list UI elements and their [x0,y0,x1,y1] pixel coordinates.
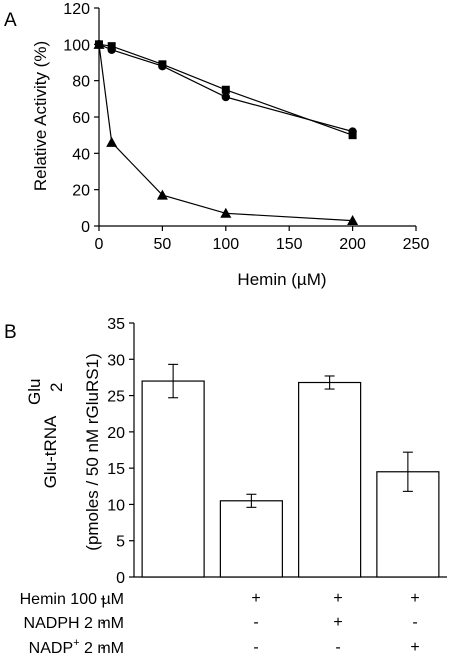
svg-text:Glu: Glu [25,379,44,405]
panel-a-x-axis: 0 50 100 150 200 250 [95,225,430,253]
panel-a-y-tick-label: 80 [72,74,90,91]
panel-a-point-triangle [347,215,359,226]
panel-a-point-circle [107,45,116,54]
panel-b-y-tick-label: 5 [116,534,125,551]
panel-b-letter: B [4,322,17,343]
panel-a-series [93,38,359,226]
panel-a-x-tick-label: 100 [212,236,239,253]
panel-b-y-tick-label: 20 [107,425,125,442]
panel-b-condition-value: - [100,639,105,656]
panel-a-point-square [221,85,230,94]
panel-a-point-triangle [93,38,105,49]
panel-b-condition-value: - [253,639,258,656]
panel-b-condition-value: + [410,639,419,656]
svg-text:Glu-tRNA: Glu-tRNA [41,415,60,488]
panel-b-condition-value: - [100,614,105,631]
panel-a-x-axis-label: Hemin (µM) [237,270,326,289]
panel-b-y-tick-label: 30 [107,352,125,369]
svg-text:2: 2 [47,383,66,392]
panel-a-point-triangle [106,136,118,147]
panel-a-y-tick-label: 20 [72,183,90,200]
panel-a-y-tick-label: 40 [72,146,90,163]
panel-b-y-tick-label: 15 [107,461,125,478]
panel-a-y-axis-label: Relative Activity (%) [31,41,50,191]
panel-a-point-triangle [156,189,168,200]
panel-b-y-tick-label: 10 [107,497,125,514]
panel-b-condition-value: - [100,590,105,607]
panel-a-y-tick-label: 0 [81,219,90,236]
panel-b-condition-value: + [333,614,342,631]
panel-a-x-tick-label: 0 [95,236,104,253]
panel-a-y-tick-label: 100 [63,37,90,54]
panel-a-x-tick-label: 250 [403,236,430,253]
panel-a-line-chart: 0 20 40 60 80 100 120 0 50 100 150 200 250 Hemin (µ… [31,1,429,289]
panel-b-condition-label: NADP+ 2 mM [29,637,124,657]
panel-b-condition-value: - [253,614,258,631]
panel-b-y-tick-label: 25 [107,389,125,406]
panel-b-y-tick-label: 35 [107,316,125,333]
panel-b-bar-chart: 0 5 10 15 20 25 30 35 Glu-tRNA Glu 2 (pmoles / … [20,316,447,657]
panel-a-series-line-triangle [98,44,353,222]
panel-b-bar [219,500,283,578]
panel-b-bar [298,381,362,578]
panel-a-x-tick-label: 200 [339,236,366,253]
panel-b-condition-value: + [251,590,260,607]
panel-b-condition-value: + [410,590,419,607]
panel-b-condition-value: - [412,614,417,631]
panel-b-condition-table: Hemin 100 µM- + + +NADPH 2 mM- - + -NADP+ 2 mM… [20,590,420,657]
panel-b-y-label-sub: 2 [47,383,66,392]
panel-a-x-tick-label: 150 [276,236,303,253]
panel-b-condition-label: Hemin 100 µM [20,591,124,608]
panel-b-condition-value: + [333,590,342,607]
panel-b-y-axis: 0 5 10 15 20 25 30 35 [107,316,447,587]
panel-a-x-tick-label: 50 [154,236,172,253]
panel-a-point-circle [158,61,167,71]
panel-b-y-axis-label: Glu-tRNA Glu 2 (pmoles / 50 nM rGluRS1) [25,353,102,550]
panel-b-y-tick-label: 0 [116,570,125,587]
panel-b-condition-value: - [335,639,340,656]
panel-a-y-axis: 0 20 40 60 80 100 120 [63,1,100,236]
panel-a-point-triangle [220,207,232,218]
panel-a-point-circle [221,92,230,102]
panel-b-condition-label: NADPH 2 mM [24,615,124,632]
panel-a-y-tick-label: 120 [63,1,90,18]
panel-b-y-label-units: (pmoles / 50 nM rGluRS1) [83,353,102,550]
panel-b-bar [141,380,205,578]
panel-a-letter: A [4,10,17,31]
panel-b-bars [141,363,440,578]
panel-a-y-tick-label: 60 [72,110,90,127]
panel-b-y-label-main: Glu-tRNA [41,415,60,488]
panel-a-point-circle [348,127,357,136]
panel-b-y-label-sup: Glu [25,379,44,405]
